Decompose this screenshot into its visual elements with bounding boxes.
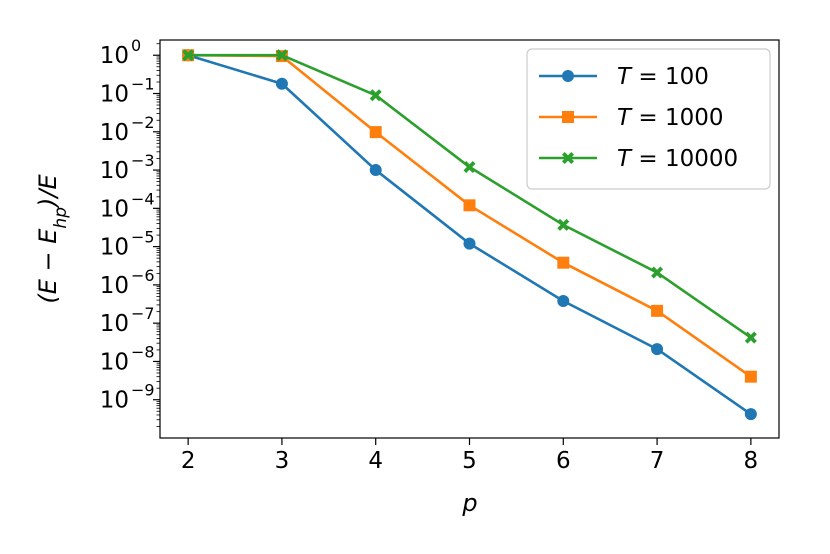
y-tick-label: 10 <box>100 235 129 261</box>
data-point-marker <box>463 161 476 174</box>
y-tick-exponent: −9 <box>131 381 155 400</box>
y-tick-exponent: −4 <box>131 189 155 208</box>
legend-item: T = 100 <box>539 64 709 90</box>
legend-box <box>526 48 771 190</box>
data-point-marker <box>182 49 195 62</box>
legend-label-var: T <box>617 105 633 131</box>
data-point-marker <box>562 152 574 164</box>
data-point-marker <box>557 218 570 231</box>
y-tick-exponent: −5 <box>131 228 155 247</box>
y-tick-exponent: −3 <box>131 151 155 170</box>
legend-label-var: T <box>617 146 633 172</box>
legend-label-var: T <box>617 64 633 90</box>
data-point-marker <box>744 370 757 383</box>
data-point-marker <box>557 256 570 269</box>
data-point-marker <box>463 237 476 250</box>
legend-label-value: = 10000 <box>631 146 738 172</box>
legend-label: T = 100 <box>617 64 709 90</box>
data-point-marker <box>369 89 382 102</box>
data-point-marker <box>275 77 288 90</box>
series-group <box>182 49 757 344</box>
y-tick-exponent: −8 <box>131 342 155 361</box>
legend-label-value: = 100 <box>631 64 709 90</box>
x-tick-label: 3 <box>275 448 290 474</box>
y-tick-label: 10 <box>100 196 129 222</box>
data-point-marker <box>557 294 570 307</box>
x-tick-label: 5 <box>462 448 477 474</box>
y-axis-title-subscript: hp <box>51 207 71 229</box>
y-tick-label: 10 <box>100 311 129 337</box>
data-point-marker <box>744 408 757 421</box>
y-tick-exponent: −2 <box>131 113 155 132</box>
x-tick-label: 8 <box>744 448 759 474</box>
data-point-marker <box>369 164 382 177</box>
data-point-marker <box>744 331 757 344</box>
y-tick-label: 10 <box>100 158 129 184</box>
data-point-marker <box>463 199 476 212</box>
x-axis-title: p <box>461 489 477 517</box>
data-point-marker <box>651 343 664 356</box>
x-tick-label: 6 <box>556 448 571 474</box>
legend-label: T = 1000 <box>617 105 724 131</box>
data-point-marker <box>651 304 664 317</box>
data-point-marker <box>275 49 288 62</box>
y-tick-label: 10 <box>100 388 129 414</box>
y-tick-label: 10 <box>100 273 129 299</box>
x-axis: 2 3 4 5 6 7 8 <box>181 438 758 474</box>
y-axis-title-rest: )/E <box>34 174 62 209</box>
data-point-marker <box>562 111 574 123</box>
y-tick-label: 10 <box>100 82 129 108</box>
y-tick-exponent: 0 <box>131 36 141 55</box>
y-tick-exponent: −1 <box>131 75 155 94</box>
y-tick-label: 10 <box>100 43 129 69</box>
data-point-marker <box>651 266 664 279</box>
series-layer <box>182 49 757 421</box>
y-tick-exponent: −7 <box>131 304 155 323</box>
legend-label-value: = 1000 <box>631 105 723 131</box>
y-axis-title: (E − Ehp)/E <box>34 174 71 304</box>
legend-item: T = 1000 <box>539 105 724 131</box>
legend-label: T = 10000 <box>617 146 738 172</box>
x-tick-label: 2 <box>181 448 196 474</box>
y-tick-exponent: −6 <box>131 266 155 285</box>
y-tick-label: 10 <box>100 120 129 146</box>
data-point-marker <box>369 126 382 139</box>
y-tick-label: 10 <box>100 349 129 375</box>
x-tick-label: 7 <box>650 448 665 474</box>
legend-item: T = 10000 <box>539 146 738 172</box>
x-tick-label: 4 <box>368 448 383 474</box>
data-point-marker <box>562 70 574 82</box>
